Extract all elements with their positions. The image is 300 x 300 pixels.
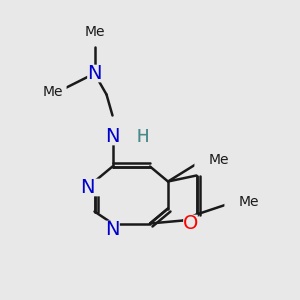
FancyBboxPatch shape: [194, 152, 223, 169]
Text: H: H: [136, 128, 149, 146]
Text: O: O: [183, 214, 198, 233]
Text: N: N: [80, 178, 94, 197]
FancyBboxPatch shape: [87, 64, 102, 82]
Text: Me: Me: [208, 154, 229, 167]
Text: Me: Me: [238, 196, 259, 209]
FancyBboxPatch shape: [38, 83, 67, 100]
Text: N: N: [105, 220, 120, 239]
FancyBboxPatch shape: [224, 194, 253, 211]
Text: N: N: [105, 127, 120, 146]
Text: H: H: [136, 128, 149, 146]
Text: Me: Me: [42, 85, 63, 98]
Text: Me: Me: [84, 25, 105, 38]
FancyBboxPatch shape: [87, 178, 102, 196]
FancyBboxPatch shape: [80, 22, 109, 40]
FancyBboxPatch shape: [105, 221, 120, 238]
Text: N: N: [87, 64, 102, 83]
FancyBboxPatch shape: [183, 215, 198, 232]
FancyBboxPatch shape: [129, 128, 144, 145]
FancyBboxPatch shape: [105, 128, 120, 145]
